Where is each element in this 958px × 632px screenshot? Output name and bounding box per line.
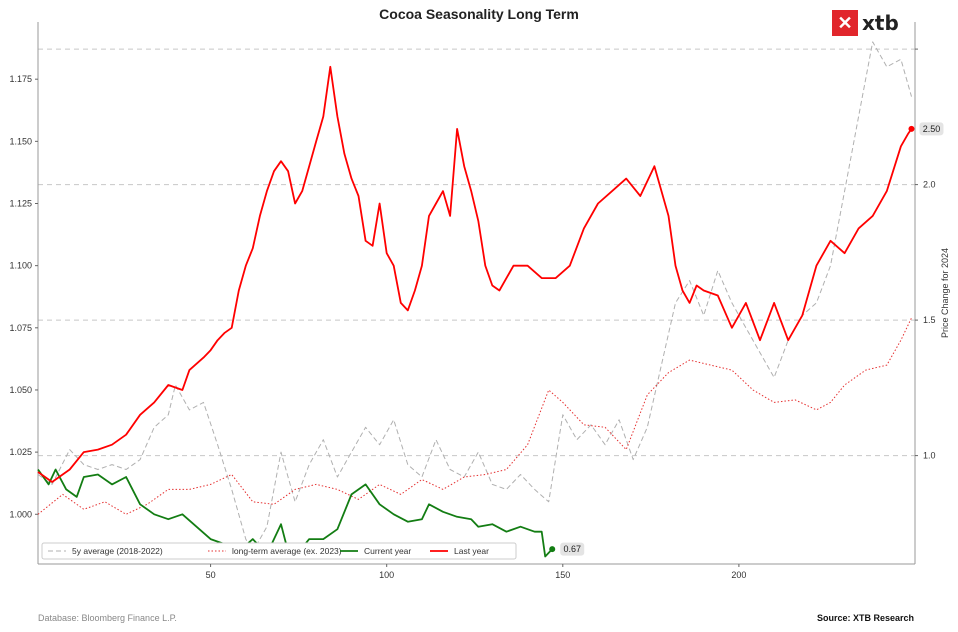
axes: 1.0001.0251.0501.0751.1001.1251.1501.175…: [9, 22, 950, 580]
annotation-badge: [919, 122, 944, 136]
legend: 5y average (2018-2022) long-term average …: [41, 542, 517, 560]
source-note: Source: XTB Research: [816, 613, 914, 623]
left-tick-label: 1.100: [9, 261, 32, 271]
legend-box: [41, 542, 517, 560]
x-tick-label: 100: [379, 570, 394, 580]
series-lines: [37, 41, 913, 558]
left-tick-label: 1.000: [9, 509, 32, 519]
grid-lines: [38, 48, 915, 457]
annotation-label: 2.50: [923, 124, 941, 134]
series-line-1: [37, 317, 912, 515]
left-tick-label: 1.125: [9, 198, 32, 208]
left-tick-label: 1.025: [9, 447, 32, 457]
series-line-3: [37, 65, 913, 483]
series-line-0: [37, 41, 912, 553]
right-axis-label: Price Change for 2024: [940, 248, 950, 338]
left-tick-label: 1.050: [9, 385, 32, 395]
legend-label: Current year: [364, 546, 411, 556]
x-tick-label: 150: [555, 570, 570, 580]
xtb-logo-mark-icon: ✕: [832, 10, 858, 36]
annotation-label: 0.67: [563, 544, 581, 554]
x-tick-label: 50: [206, 570, 216, 580]
database-note: Database: Bloomberg Finance L.P.: [38, 613, 177, 623]
legend-label: long-term average (ex. 2023): [232, 546, 342, 556]
legend-label: 5y average (2018-2022): [72, 546, 163, 556]
x-tick-label: 200: [731, 570, 746, 580]
right-tick-label: 1.5: [923, 315, 936, 325]
chart-title: Cocoa Seasonality Long Term: [379, 6, 579, 22]
left-tick-label: 1.175: [9, 74, 32, 84]
left-tick-label: 1.075: [9, 323, 32, 333]
annotation-point: [549, 546, 556, 553]
annotation-badge: [560, 542, 585, 556]
right-tick-label: 2.0: [923, 180, 936, 190]
annotation-point: [908, 125, 915, 132]
right-tick-label: 1.0: [923, 451, 936, 461]
left-tick-label: 1.150: [9, 136, 32, 146]
legend-label: Last year: [454, 546, 489, 556]
xtb-logo: ✕ xtb: [832, 10, 899, 36]
annotations: 0.67 2.50: [549, 122, 944, 556]
xtb-logo-text: xtb: [862, 11, 899, 35]
